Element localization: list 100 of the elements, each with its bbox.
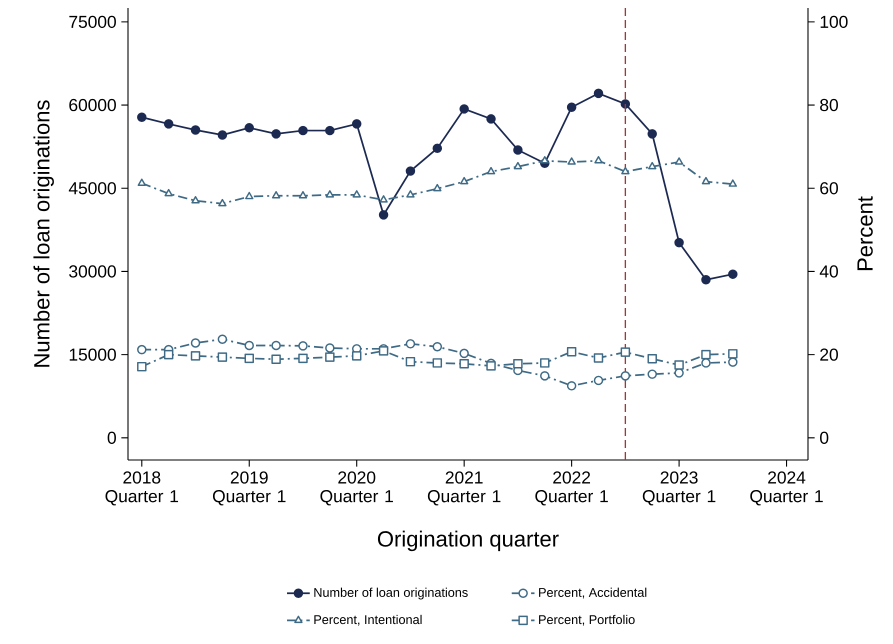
point	[728, 357, 738, 367]
point	[244, 354, 254, 364]
point	[406, 166, 416, 176]
point	[271, 129, 281, 139]
point	[567, 157, 576, 165]
y-axis-title: Number of loan originations	[33, 100, 54, 367]
point	[406, 356, 416, 366]
point	[298, 190, 308, 198]
x-tick-label: 2018 Quarter 1	[106, 471, 178, 506]
point	[432, 144, 442, 154]
point	[326, 190, 334, 198]
point	[728, 269, 738, 279]
point	[271, 340, 281, 350]
y-tick-label: 0	[108, 432, 116, 444]
y-tick-label: 45000	[68, 182, 116, 194]
point	[460, 176, 468, 184]
point	[459, 104, 469, 114]
point	[621, 166, 630, 174]
point	[325, 352, 335, 362]
point	[674, 238, 684, 248]
x-tick-label: 2021 Quarter 1	[428, 471, 500, 506]
y2-tick-label: 100	[820, 16, 848, 28]
point	[298, 341, 308, 351]
point	[352, 351, 362, 361]
point	[406, 190, 415, 198]
x-tick-label: 2024 Quarter 1	[750, 471, 823, 506]
point	[218, 352, 228, 362]
point	[566, 346, 576, 356]
x-tick-label: 2023 Quarter 1	[642, 471, 716, 506]
point	[379, 195, 388, 203]
point	[566, 102, 576, 112]
point	[137, 344, 147, 354]
point	[190, 338, 200, 348]
point	[513, 359, 523, 369]
point	[647, 369, 657, 379]
point	[218, 198, 227, 206]
point	[218, 130, 228, 140]
point	[540, 156, 549, 164]
point	[137, 362, 147, 372]
y2-tick-label: 0	[820, 432, 828, 444]
point	[406, 339, 416, 349]
point	[620, 371, 630, 381]
y-tick-label: 75000	[69, 16, 116, 28]
point	[540, 358, 550, 368]
point	[728, 179, 738, 187]
legend-label: Percent, Intentional	[314, 614, 422, 626]
point	[298, 354, 308, 364]
point	[298, 126, 308, 136]
point	[138, 178, 146, 186]
point	[513, 145, 523, 155]
x-tick-label: 2022 Quarter 1	[535, 471, 608, 506]
point	[190, 351, 200, 361]
point	[325, 343, 335, 353]
point	[164, 188, 173, 196]
point	[433, 184, 442, 192]
y2-tick-label: 60	[820, 182, 838, 194]
point	[164, 350, 174, 360]
point	[137, 112, 147, 122]
legend-label: Percent, Accidental	[539, 588, 646, 598]
point	[674, 360, 684, 370]
y-tick-label: 60000	[69, 98, 116, 112]
point	[594, 353, 604, 363]
y2-axis-title: Percent	[857, 196, 873, 270]
point	[594, 156, 603, 164]
point	[271, 354, 281, 364]
point	[352, 190, 361, 198]
point	[459, 359, 469, 369]
y-tick-label: 15000	[70, 348, 116, 361]
point	[594, 376, 604, 386]
point	[701, 358, 711, 368]
point	[245, 192, 254, 200]
point	[486, 166, 496, 174]
point	[486, 361, 496, 371]
point	[432, 358, 442, 368]
y2-tick-label: 20	[820, 348, 838, 361]
point	[620, 347, 630, 357]
x-axis-title: Origination quarter	[378, 530, 559, 552]
point	[272, 190, 280, 198]
point	[566, 381, 576, 391]
point	[218, 334, 228, 344]
point	[459, 348, 469, 358]
point	[728, 349, 738, 359]
point	[244, 340, 254, 350]
y2-tick-label: 40	[820, 265, 838, 278]
x-tick-label: 2019 Quarter 1	[212, 471, 286, 506]
point	[701, 275, 711, 284]
x-tick-label: 2020 Quarter 1	[320, 471, 393, 506]
point	[191, 196, 200, 204]
point	[190, 125, 200, 135]
point	[164, 119, 174, 129]
point	[514, 162, 522, 170]
point	[674, 157, 684, 165]
point	[701, 350, 711, 360]
point	[486, 114, 496, 124]
legend-label: Number of loan originations	[314, 588, 468, 600]
point	[432, 342, 442, 352]
y2-tick-label: 80	[820, 98, 838, 112]
point	[647, 354, 657, 364]
point	[540, 371, 550, 381]
point	[594, 88, 604, 98]
